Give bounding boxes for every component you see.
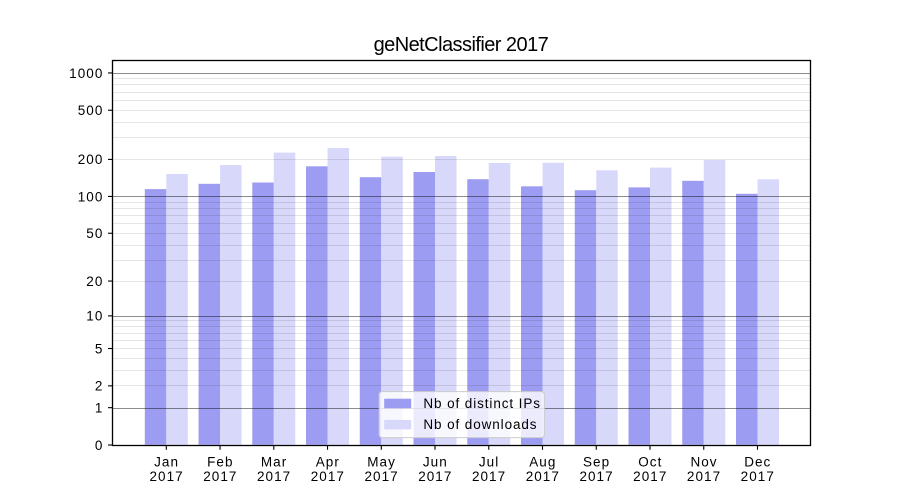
svg-text:May: May: [367, 455, 396, 470]
svg-text:2017: 2017: [311, 469, 345, 484]
svg-text:2017: 2017: [526, 469, 560, 484]
svg-text:Jun: Jun: [423, 455, 448, 470]
svg-text:200: 200: [78, 152, 104, 167]
svg-text:10: 10: [86, 309, 103, 324]
svg-text:0: 0: [95, 438, 104, 453]
svg-text:1000: 1000: [69, 66, 103, 81]
svg-text:Sep: Sep: [583, 455, 610, 470]
svg-text:2017: 2017: [579, 469, 613, 484]
svg-text:2017: 2017: [741, 469, 775, 484]
svg-text:Apr: Apr: [316, 455, 340, 470]
svg-text:2017: 2017: [418, 469, 452, 484]
svg-text:1: 1: [95, 400, 104, 415]
svg-text:5: 5: [95, 341, 104, 356]
svg-text:Feb: Feb: [207, 455, 233, 470]
svg-text:Dec: Dec: [744, 455, 771, 470]
svg-text:geNetClassifier 2017: geNetClassifier 2017: [374, 34, 549, 56]
svg-text:100: 100: [78, 189, 104, 204]
svg-text:500: 500: [78, 103, 104, 118]
svg-text:20: 20: [86, 274, 103, 289]
svg-text:Oct: Oct: [638, 455, 662, 470]
svg-text:2017: 2017: [472, 469, 506, 484]
svg-text:2017: 2017: [687, 469, 721, 484]
svg-text:Mar: Mar: [261, 455, 287, 470]
svg-text:2017: 2017: [149, 469, 183, 484]
svg-text:Jan: Jan: [154, 455, 179, 470]
svg-text:2017: 2017: [633, 469, 667, 484]
svg-text:2017: 2017: [257, 469, 291, 484]
svg-text:Jul: Jul: [479, 455, 499, 470]
svg-text:Aug: Aug: [529, 455, 556, 470]
svg-text:Nb of downloads: Nb of downloads: [423, 417, 537, 432]
svg-text:Nb of distinct IPs: Nb of distinct IPs: [423, 396, 541, 411]
svg-text:2: 2: [95, 379, 104, 394]
svg-text:50: 50: [86, 226, 103, 241]
svg-text:2017: 2017: [364, 469, 398, 484]
svg-text:Nov: Nov: [690, 455, 717, 470]
svg-text:2017: 2017: [203, 469, 237, 484]
